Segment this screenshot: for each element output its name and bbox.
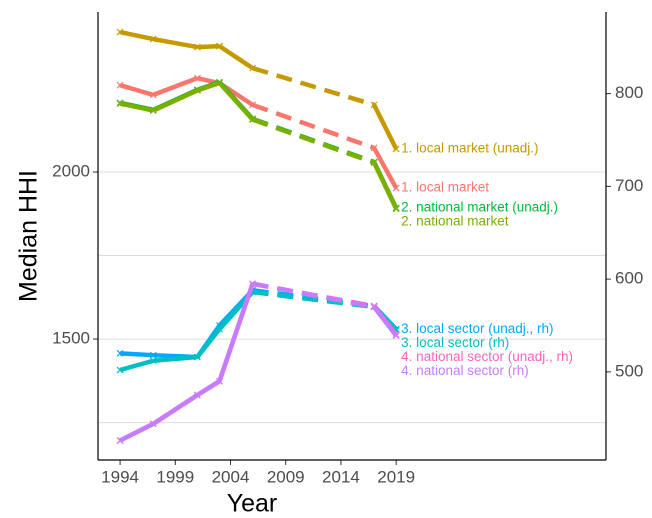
x-tick-label: 1994	[101, 467, 139, 486]
point	[392, 205, 400, 213]
point	[149, 35, 157, 43]
point	[249, 116, 257, 123]
point	[193, 43, 201, 51]
line-segment	[119, 351, 154, 358]
x-tick-label: 2009	[267, 467, 305, 486]
series-label: 4. national sector (unadj., rh)	[401, 349, 573, 364]
line-segment	[251, 117, 375, 165]
line-segment	[196, 80, 221, 93]
y2-tick-label: 600	[615, 269, 643, 288]
point	[116, 100, 124, 107]
line-segment	[196, 379, 221, 397]
line-segment	[195, 327, 222, 359]
point	[216, 42, 223, 50]
x-tick-label: 2014	[322, 467, 360, 486]
series-label: 3. local sector (rh)	[401, 335, 509, 350]
line-segment	[218, 44, 254, 70]
line-segment	[217, 81, 255, 122]
point	[116, 349, 124, 357]
point	[370, 303, 378, 311]
series-label: 4. national sector (rh)	[401, 363, 529, 378]
y-axis-title: Median HHI	[15, 170, 43, 302]
line-segment	[119, 101, 154, 113]
line-segment	[197, 43, 220, 50]
point	[193, 87, 201, 94]
line-segment	[119, 421, 155, 443]
line-segment	[152, 88, 199, 113]
point	[370, 101, 378, 109]
point	[216, 325, 223, 333]
line-segment	[372, 161, 399, 210]
point	[216, 377, 223, 385]
point	[193, 353, 201, 361]
line-segment	[151, 393, 199, 426]
point	[149, 420, 157, 428]
point	[116, 366, 124, 374]
point	[149, 357, 157, 365]
line-segment	[153, 354, 198, 363]
line-segment	[152, 76, 199, 97]
point	[193, 391, 201, 399]
point	[370, 144, 378, 152]
point	[116, 437, 124, 444]
line-segment	[119, 83, 154, 98]
point	[370, 159, 378, 167]
line-segment	[372, 305, 398, 338]
x-tick-label: 1999	[156, 467, 194, 486]
line-segment	[251, 102, 375, 151]
point	[116, 28, 124, 36]
point	[193, 74, 201, 82]
line-segment	[372, 103, 399, 150]
series-label: 3. local sector (unadj., rh)	[401, 321, 553, 336]
y-tick-label: 1500	[52, 329, 90, 348]
point	[392, 184, 400, 192]
point	[216, 79, 223, 87]
x-tick-label: 2019	[377, 467, 415, 486]
line-segment	[251, 65, 375, 108]
point	[249, 101, 257, 109]
point	[149, 107, 157, 114]
line-segment	[119, 29, 154, 42]
point	[392, 332, 400, 340]
y2-tick-label: 700	[615, 176, 643, 195]
line-segment	[152, 36, 198, 50]
line-segment	[252, 281, 375, 310]
x-axis-title: Year	[227, 490, 278, 518]
line-segment	[119, 358, 154, 373]
y-tick-label: 2000	[52, 162, 90, 181]
x-tick-label: 2004	[212, 467, 250, 486]
series-label: 1. local market	[401, 180, 489, 195]
point	[249, 64, 257, 72]
line-segment	[372, 146, 399, 190]
line-segment	[217, 283, 255, 382]
point	[249, 280, 257, 288]
point	[392, 145, 400, 153]
series-label: 2. national market	[401, 214, 509, 229]
y2-tick-label: 800	[615, 83, 643, 102]
point	[149, 91, 157, 99]
y2-tick-label: 500	[615, 361, 643, 380]
series-label: 2. national market (unadj.)	[401, 200, 558, 215]
point	[149, 351, 157, 359]
series-label: 1. local market (unadj.)	[401, 141, 538, 156]
point	[116, 81, 124, 89]
